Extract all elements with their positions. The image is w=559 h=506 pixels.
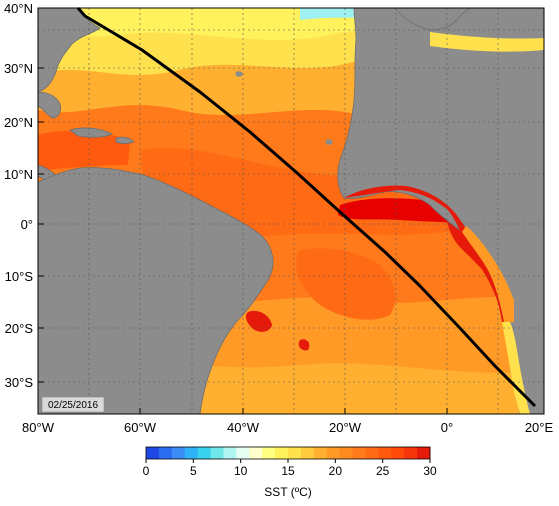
sst-field bbox=[38, 8, 544, 414]
colorbar-tick-label: 0 bbox=[143, 464, 150, 478]
lon-label-60w: 60°W bbox=[124, 420, 157, 435]
colorbar-cell bbox=[158, 447, 173, 459]
colorbar-cell bbox=[288, 447, 302, 459]
lat-label-20n: 20°N bbox=[4, 115, 33, 130]
land-canary bbox=[355, 79, 363, 85]
colorbar-cell bbox=[365, 447, 379, 459]
lon-label-40w: 40°W bbox=[227, 420, 260, 435]
land-azores bbox=[235, 71, 243, 77]
sst-hotspot-caribbean bbox=[38, 130, 130, 170]
colorbar-tick-label: 5 bbox=[190, 464, 197, 478]
colorbar-cell bbox=[236, 447, 250, 459]
colorbar-cell bbox=[417, 447, 431, 459]
colorbar-cell bbox=[249, 447, 263, 459]
colorbar-cell bbox=[378, 447, 392, 459]
colorbar: 0 5 10 15 20 25 30 SST (ºC) bbox=[143, 446, 437, 499]
colorbar-cell bbox=[197, 447, 212, 459]
cruise-track-line bbox=[76, 7, 537, 408]
land-florida bbox=[38, 91, 61, 119]
colorbar-cell bbox=[300, 447, 315, 459]
lat-label-10s: 10°S bbox=[5, 269, 34, 284]
colorbar-cell bbox=[146, 447, 160, 459]
lon-label-80w: 80°W bbox=[22, 420, 55, 435]
lat-label-10n: 10°N bbox=[4, 167, 33, 182]
colorbar-cell bbox=[171, 447, 186, 459]
land-cuba bbox=[69, 127, 113, 138]
lat-label-40n: 40°N bbox=[4, 1, 33, 16]
axis-ticks bbox=[37, 7, 545, 414]
colorbar-tick-label: 15 bbox=[281, 464, 295, 478]
lat-labels: 40°N 30°N 20°N 10°N 0° 10°S 20°S 30°S bbox=[4, 1, 33, 390]
colorbar-tick-label: 10 bbox=[234, 464, 248, 478]
lon-label-20e: 20°E bbox=[525, 420, 554, 435]
land-hispaniola bbox=[115, 136, 135, 144]
colorbar-cell bbox=[275, 447, 289, 459]
date-badge: 02/25/2016 bbox=[41, 396, 105, 413]
land-south-america bbox=[38, 167, 274, 414]
colorbar-cell bbox=[404, 447, 418, 459]
colorbar-cells bbox=[146, 447, 431, 459]
colorbar-cell bbox=[391, 447, 405, 459]
land-north-america bbox=[38, 8, 101, 93]
sea-coast-angola bbox=[462, 226, 514, 322]
land-cape-verde bbox=[325, 139, 333, 145]
lat-label-30n: 30°N bbox=[4, 61, 33, 76]
colorbar-tick-label: 25 bbox=[376, 464, 390, 478]
sea-benguela bbox=[502, 322, 530, 414]
colorbar-cell bbox=[223, 447, 237, 459]
colorbar-cell bbox=[262, 447, 276, 459]
sst-hotspot-south-small bbox=[298, 339, 310, 351]
colorbar-ticks: 0 5 10 15 20 25 30 bbox=[143, 459, 437, 478]
lon-label-0: 0° bbox=[441, 420, 453, 435]
lon-label-20w: 20°W bbox=[329, 420, 362, 435]
sst-patch-south-tropical bbox=[296, 248, 396, 320]
colorbar-tick-label: 30 bbox=[423, 464, 437, 478]
sea-mediterranean bbox=[430, 32, 544, 52]
colorbar-title: SST (ºC) bbox=[264, 485, 312, 499]
colorbar-cell bbox=[184, 447, 199, 459]
land-iberia bbox=[394, 8, 471, 31]
colorbar-cell bbox=[339, 447, 354, 459]
sst-hotspot-south bbox=[245, 310, 272, 332]
colorbar-cell bbox=[210, 447, 224, 459]
colorbar-cell bbox=[326, 447, 341, 459]
date-label: 02/25/2016 bbox=[48, 400, 98, 411]
map-frame bbox=[37, 7, 545, 415]
colorbar-cell bbox=[352, 447, 366, 459]
land bbox=[38, 8, 544, 414]
lat-label-0: 0° bbox=[21, 217, 33, 232]
colorbar-tick-label: 20 bbox=[329, 464, 343, 478]
lat-label-20s: 20°S bbox=[5, 321, 34, 336]
sea-gulf-of-guinea bbox=[344, 185, 510, 322]
lat-label-30s: 30°S bbox=[5, 375, 34, 390]
colorbar-cell bbox=[313, 447, 328, 459]
date-badge-bg bbox=[41, 396, 105, 413]
lon-labels: 80°W 60°W 40°W 20°W 0° 20°E bbox=[22, 420, 553, 435]
